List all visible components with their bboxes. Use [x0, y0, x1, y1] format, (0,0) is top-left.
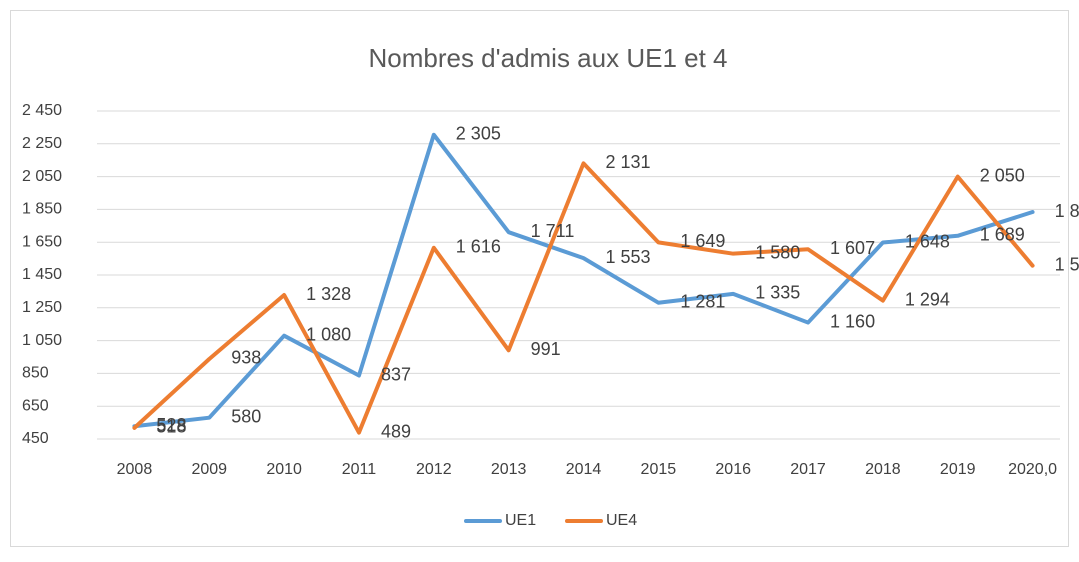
series-line	[132, 161, 1035, 435]
x-tick-label: 2014	[566, 461, 602, 478]
y-tick-label: 1 450	[22, 266, 62, 283]
data-label: 991	[531, 339, 561, 359]
data-label: 1 281	[680, 291, 725, 311]
y-tick-label: 2 250	[22, 135, 62, 152]
data-label: 489	[381, 421, 411, 441]
x-tick-label: 2019	[940, 461, 976, 478]
x-tick-label: 2011	[342, 461, 377, 478]
y-tick-label: 1 650	[22, 233, 62, 250]
x-tick-label: 2015	[641, 461, 677, 478]
data-label: 1 711	[531, 221, 575, 241]
y-tick-label: 850	[22, 365, 49, 382]
data-label: 518	[156, 417, 186, 437]
data-label: 1 335	[755, 283, 800, 303]
x-tick-label: 2013	[491, 461, 527, 478]
data-label: 1 580	[755, 242, 800, 262]
data-label: 1 294	[905, 289, 950, 309]
y-tick-label: 2 050	[22, 168, 62, 185]
data-label: 1 080	[306, 324, 351, 344]
data-label: 1 553	[606, 247, 651, 267]
legend-label: UE4	[606, 512, 637, 529]
data-label: 2 050	[980, 165, 1025, 185]
y-tick-label: 450	[22, 430, 49, 447]
data-label: 1 834	[1055, 201, 1079, 221]
y-tick-label: 1 850	[22, 201, 62, 218]
y-tick-label: 2 450	[22, 102, 62, 119]
x-tick-label: 2012	[416, 461, 452, 478]
x-tick-label: 2009	[191, 461, 227, 478]
data-label: 1 160	[830, 311, 875, 331]
data-label: 1 648	[905, 231, 950, 251]
y-tick-label: 650	[22, 397, 49, 414]
x-tick-label: 2020,0	[1008, 461, 1057, 478]
series-line	[132, 132, 1035, 429]
data-label: 1 616	[456, 237, 501, 257]
y-tick-label: 1 050	[22, 332, 62, 349]
data-label: 938	[231, 348, 261, 368]
data-label: 2 131	[606, 152, 651, 172]
x-tick-label: 2017	[790, 461, 826, 478]
legend-label: UE1	[505, 512, 536, 529]
data-label: 837	[381, 364, 411, 384]
data-label: 528	[156, 415, 186, 435]
x-tick-label: 2018	[865, 461, 901, 478]
y-tick-label: 1 250	[22, 299, 62, 316]
chart-title: Nombres d'admis aux UE1 et 4	[368, 43, 727, 73]
x-tick-label: 2008	[117, 461, 153, 478]
data-label: 1 649	[680, 231, 725, 251]
data-label: 1 607	[830, 238, 875, 258]
x-tick-label: 2010	[266, 461, 302, 478]
data-label: 580	[231, 406, 261, 426]
data-label: 1 328	[306, 284, 351, 304]
data-label: 2 305	[456, 124, 501, 144]
data-label: 1 507	[1055, 254, 1079, 274]
x-tick-label: 2016	[715, 461, 751, 478]
data-label: 1 689	[980, 225, 1025, 245]
